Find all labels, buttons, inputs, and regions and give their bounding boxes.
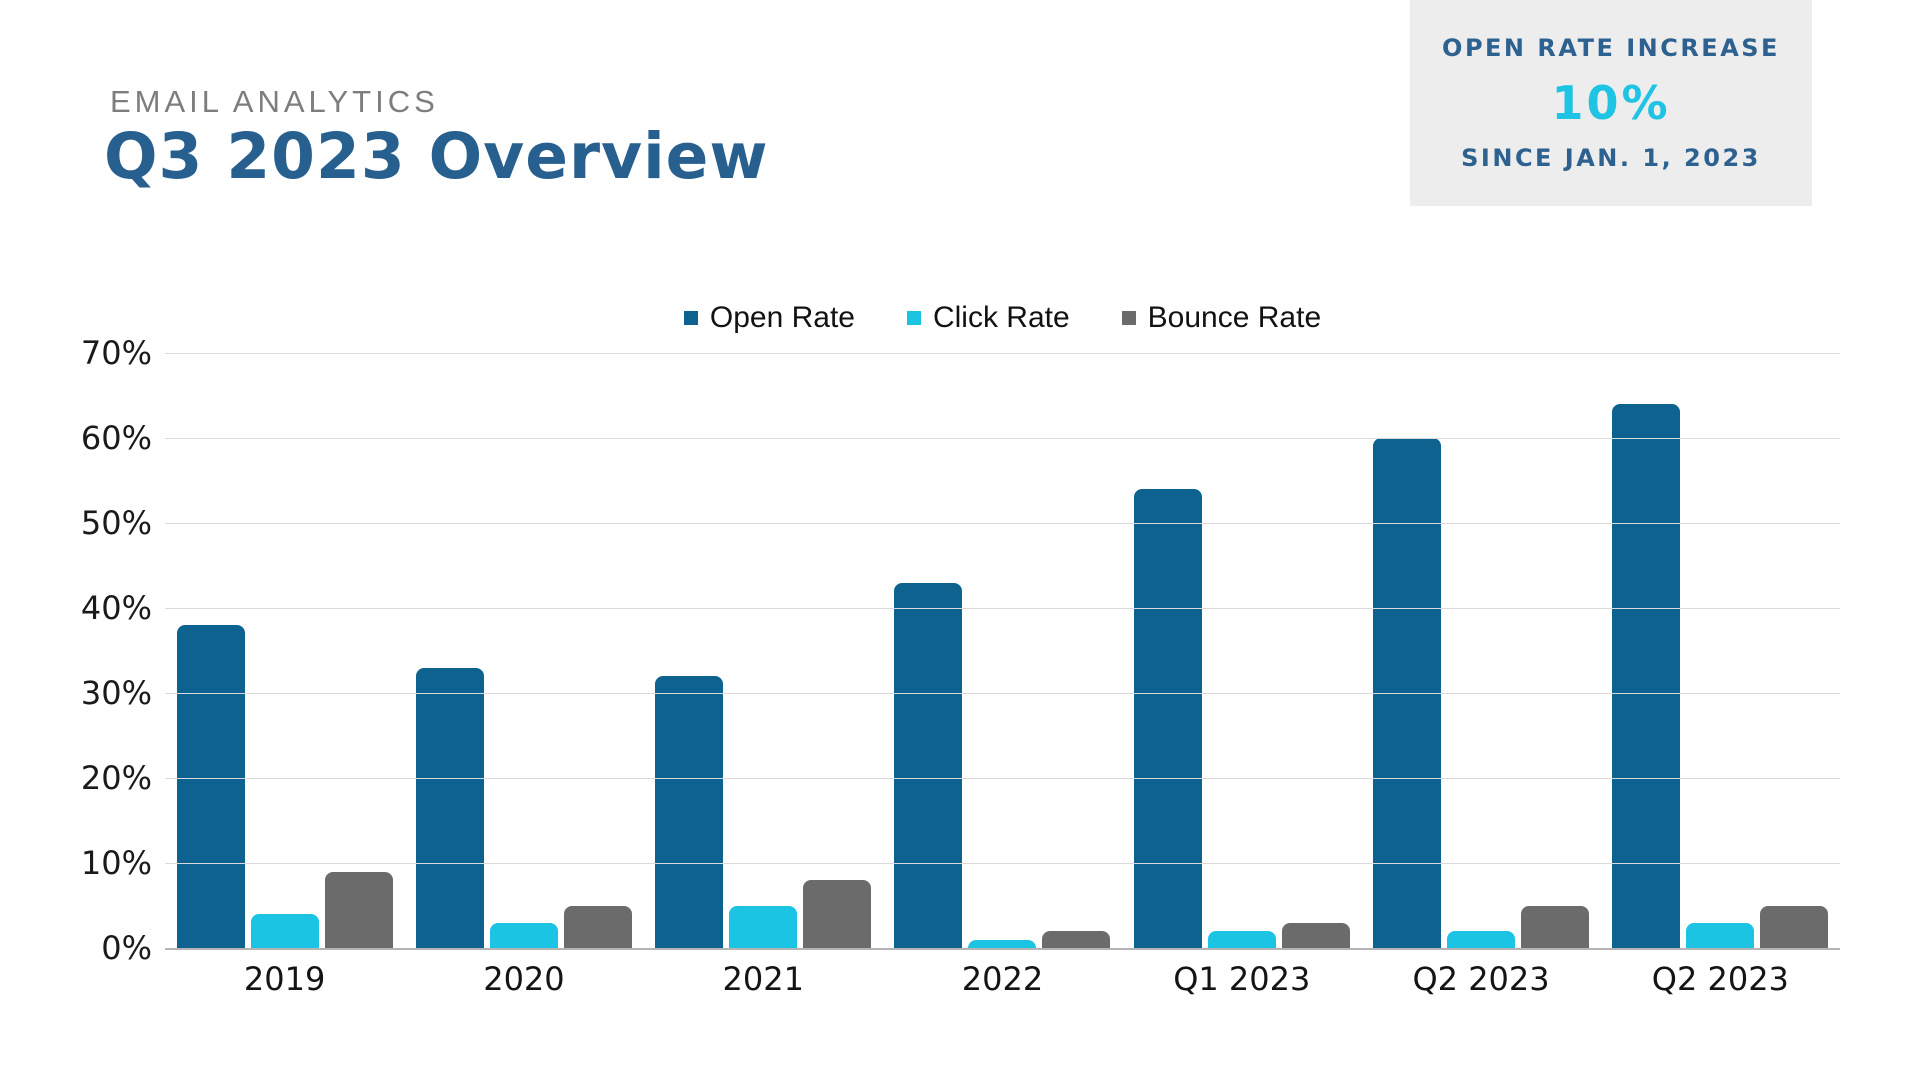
highlight-card-value: 10% — [1551, 76, 1671, 130]
gridline — [165, 353, 1840, 354]
bar-bounce-rate — [1760, 905, 1829, 948]
x-category-label: 2022 — [961, 960, 1044, 998]
x-category-label: 2021 — [722, 960, 804, 998]
bar-click-rate — [968, 939, 1037, 948]
y-tick-label: 60% — [80, 419, 152, 457]
x-axis-line — [165, 948, 1840, 950]
bar-group — [165, 353, 404, 948]
legend-swatch-icon — [906, 311, 921, 325]
bar-click-rate — [1447, 931, 1516, 948]
bar-click-rate — [250, 914, 319, 948]
bar-open-rate — [1612, 404, 1681, 948]
bar-click-rate — [489, 922, 558, 948]
x-category-label: 2019 — [243, 960, 326, 998]
x-category-label: 2020 — [483, 960, 565, 998]
open-rate-highlight-card: OPEN RATE INCREASE 10% SINCE JAN. 1, 202… — [1410, 0, 1812, 206]
x-category-label: Q2 2023 — [1412, 960, 1550, 998]
highlight-card-heading: OPEN RATE INCREASE — [1442, 34, 1780, 62]
bar-group — [404, 353, 643, 948]
bar-group — [1601, 353, 1840, 948]
bar-click-rate — [1686, 922, 1755, 948]
bar-columns — [165, 353, 1840, 948]
bar-open-rate — [894, 582, 963, 948]
bar-bounce-rate — [1281, 922, 1350, 948]
bar-bounce-rate — [563, 905, 632, 948]
legend-label: Click Rate — [932, 301, 1070, 334]
x-axis-category-labels: 2019 2020 2021 2022 Q1 2023 Q2 2023 Q2 2023 — [165, 960, 1840, 998]
y-tick-label: 50% — [80, 504, 152, 542]
x-category-label: Q1 2023 — [1173, 960, 1311, 998]
y-tick-label: 30% — [80, 674, 152, 712]
legend-item: Bounce Rate — [1121, 301, 1322, 335]
bar-bounce-rate — [324, 871, 393, 948]
gridline — [165, 523, 1840, 524]
y-tick-label: 0% — [101, 929, 152, 967]
bar-bounce-rate — [803, 880, 872, 948]
plot-area — [165, 353, 1840, 950]
y-tick-label: 10% — [80, 844, 152, 882]
gridline — [165, 778, 1840, 779]
legend-label: Bounce Rate — [1147, 301, 1322, 334]
chart-legend: Open Rate Click Rate Bounce Rate — [165, 296, 1840, 340]
y-tick-label: 20% — [80, 759, 152, 797]
highlight-card-subheading: SINCE JAN. 1, 2023 — [1461, 144, 1761, 172]
gridline — [165, 863, 1840, 864]
bar-group — [883, 353, 1122, 948]
x-category-label: Q2 2023 — [1651, 960, 1789, 998]
y-tick-label: 70% — [80, 334, 152, 372]
bar-click-rate — [1207, 931, 1276, 948]
bar-group — [1361, 353, 1600, 948]
bar-group — [1122, 353, 1361, 948]
bar-open-rate — [415, 667, 484, 948]
bar-open-rate — [176, 625, 245, 948]
page-title: Q3 2023 Overview — [104, 120, 769, 193]
legend-item: Click Rate — [906, 301, 1070, 335]
y-axis-tick-labels: 70% 60% 50% 40% 30% 20% 10% 0% — [0, 0, 152, 1080]
gridline — [165, 438, 1840, 439]
y-tick-label: 40% — [80, 589, 152, 627]
gridline — [165, 693, 1840, 694]
bar-bounce-rate — [1042, 931, 1111, 948]
bar-bounce-rate — [1521, 905, 1590, 948]
legend-item: Open Rate — [683, 301, 855, 335]
eyebrow-label: EMAIL ANALYTICS — [110, 84, 439, 119]
legend-swatch-icon — [683, 311, 698, 325]
bar-open-rate — [655, 676, 724, 948]
gridline — [165, 608, 1840, 609]
bar-click-rate — [729, 905, 798, 948]
legend-swatch-icon — [1121, 311, 1136, 325]
bar-open-rate — [1133, 489, 1202, 948]
legend-label: Open Rate — [709, 301, 855, 334]
bar-group — [644, 353, 883, 948]
